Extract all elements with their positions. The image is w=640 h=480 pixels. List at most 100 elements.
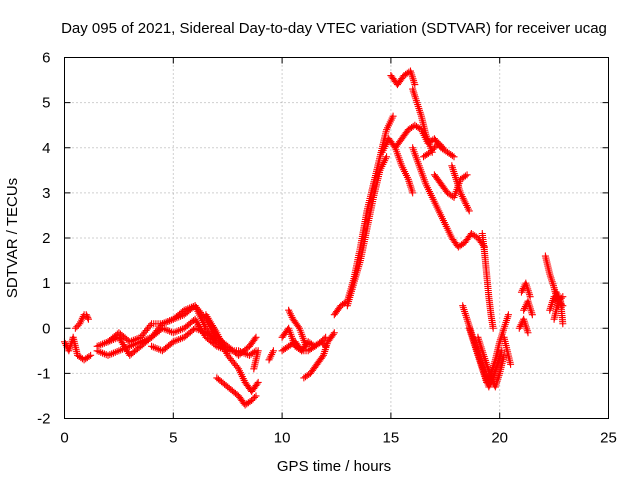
- y-tick-label: 4: [42, 140, 50, 157]
- data-point-run: [138, 335, 154, 349]
- data-series-seg-ab: [474, 333, 508, 391]
- data-point-run: [392, 146, 405, 168]
- data-point: [489, 324, 497, 332]
- data-point-run: [203, 330, 219, 344]
- data-series-seg-n: [300, 329, 338, 382]
- data-point-run: [395, 73, 407, 87]
- data-point: [504, 311, 512, 319]
- data-point-run: [405, 177, 416, 195]
- data-point: [302, 342, 310, 350]
- data-point-run: [475, 335, 486, 353]
- data-point-run: [412, 122, 424, 133]
- data-point-run: [138, 321, 154, 340]
- data-point: [409, 189, 417, 197]
- data-point-run: [128, 339, 143, 350]
- data-point: [252, 333, 260, 341]
- chart-title: Day 095 of 2021, Sidereal Day-to-day VTE…: [61, 20, 607, 37]
- data-point-run: [457, 191, 468, 204]
- data-point-run: [325, 330, 337, 344]
- data-series-seg-ac: [500, 333, 515, 368]
- data-point-run: [445, 190, 456, 200]
- data-point-run: [225, 353, 241, 371]
- data-point-run: [203, 335, 219, 349]
- data-point: [430, 144, 438, 152]
- data-point: [71, 324, 79, 332]
- data-point-run: [247, 348, 258, 358]
- data-point-run: [383, 114, 396, 132]
- data-point-run: [522, 281, 534, 299]
- data-point-run: [319, 335, 328, 344]
- y-tick-label: -2: [37, 411, 50, 428]
- data-series-seg-x: [448, 162, 473, 215]
- data-point-run: [95, 348, 110, 359]
- data-point-run: [553, 290, 564, 303]
- data-point-run: [479, 349, 490, 366]
- data-point-run: [243, 398, 254, 408]
- data-point: [465, 207, 473, 215]
- data-point-run: [192, 303, 209, 322]
- data-point: [439, 144, 447, 152]
- data-point-run: [149, 321, 165, 340]
- data-series-seg-l: [278, 333, 330, 355]
- y-tick-label: 5: [42, 95, 50, 112]
- x-tick-label: 0: [60, 430, 68, 447]
- y-tick-label: 0: [42, 320, 50, 337]
- data-point-run: [407, 69, 418, 87]
- data-point-run: [466, 326, 477, 344]
- data-point-run: [344, 281, 357, 308]
- data-point-run: [247, 335, 259, 349]
- data-point-run: [160, 316, 175, 327]
- data-points: [61, 67, 567, 409]
- data-point-run: [470, 340, 481, 357]
- data-point: [528, 311, 536, 319]
- data-point-run: [106, 348, 121, 359]
- data-point-run: [171, 334, 186, 345]
- y-tick-label: 3: [42, 185, 50, 202]
- data-point: [524, 329, 532, 337]
- data-series-seg-v: [409, 144, 488, 251]
- data-point-run: [296, 326, 309, 348]
- data-point: [450, 153, 458, 161]
- data-series-seg-ae: [520, 297, 536, 319]
- data-point: [559, 320, 567, 328]
- data-point-run: [469, 231, 480, 241]
- data-point-run: [409, 146, 422, 168]
- data-point-run: [171, 325, 186, 336]
- data-point-run: [249, 380, 261, 394]
- data-point-run: [236, 367, 248, 384]
- data-point-run: [95, 339, 110, 350]
- data-point-run: [436, 209, 448, 227]
- data-series-seg-b: [71, 311, 92, 332]
- data-point-run: [492, 371, 503, 389]
- data-point-run: [483, 272, 493, 299]
- data-point-run: [458, 172, 469, 182]
- data-point: [426, 148, 434, 156]
- data-point-run: [312, 339, 324, 349]
- data-point-run: [432, 172, 444, 186]
- data-series-seg-e: [104, 302, 260, 359]
- plot-frame: [64, 57, 609, 419]
- x-tick-label: 25: [600, 430, 617, 447]
- data-point-run: [481, 250, 490, 276]
- data-point-run: [552, 294, 561, 304]
- data-point-run: [203, 317, 220, 339]
- data-point: [248, 396, 256, 404]
- data-series-seg-ad: [517, 279, 534, 301]
- data-point-run: [83, 312, 92, 322]
- data-series-seg-j: [265, 347, 277, 364]
- data-point-run: [392, 136, 405, 150]
- data-point-run: [128, 334, 143, 345]
- data-point-run: [193, 325, 208, 336]
- data-point-run: [453, 177, 464, 195]
- x-tick-label: 5: [169, 430, 177, 447]
- data-point-run: [423, 182, 435, 199]
- data-series-seg-g: [202, 311, 262, 395]
- data-point: [498, 347, 506, 355]
- data-point: [84, 315, 92, 323]
- x-axis-label: GPS time / hours: [277, 458, 391, 475]
- data-point-run: [438, 181, 450, 195]
- y-tick-label: 2: [42, 230, 50, 247]
- data-series-seg-i: [250, 347, 262, 373]
- data-point-run: [483, 362, 494, 380]
- data-point-run: [203, 313, 220, 335]
